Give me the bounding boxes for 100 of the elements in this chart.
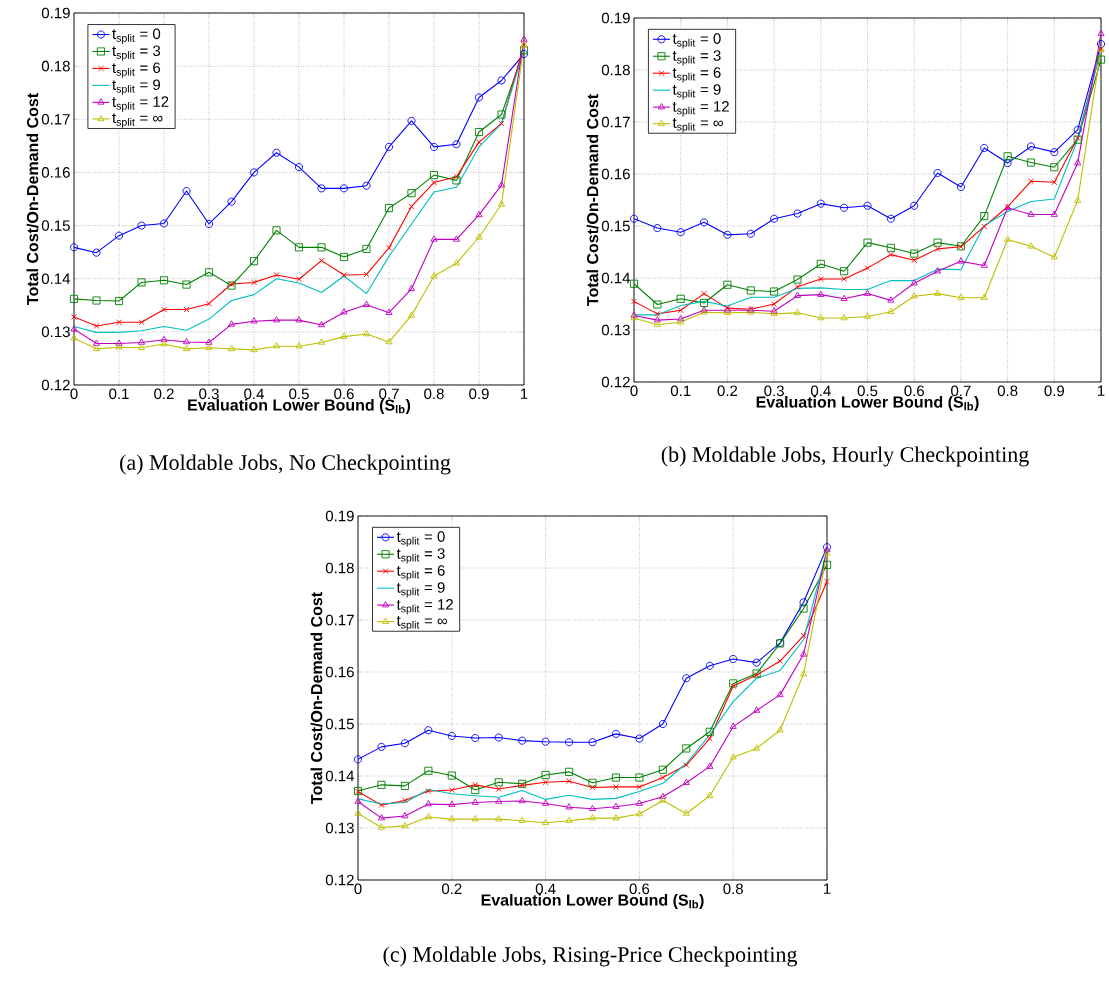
point: [116, 319, 122, 326]
point: [386, 244, 392, 251]
point: [159, 219, 169, 228]
y-tick-label: 0.15: [41, 220, 70, 231]
point: [92, 339, 101, 346]
point: [729, 679, 738, 688]
y-axis-title: Total Cost/On-Demand Cost: [310, 592, 323, 804]
point: [317, 320, 326, 328]
point: [272, 316, 281, 323]
point: [161, 306, 167, 313]
text: (c) Moldable Jobs, Rising-Price Checkpointing: [383, 946, 798, 967]
point: [793, 308, 802, 316]
x-tick-label: 0.2: [717, 385, 738, 397]
point: [474, 127, 484, 137]
point: [385, 337, 393, 345]
point: [385, 308, 393, 315]
point: [452, 259, 461, 266]
legend-label: t$_{split}$ = 3: [396, 548, 445, 564]
point: [980, 261, 988, 268]
point: [362, 181, 371, 190]
point: [776, 726, 784, 733]
point: [863, 289, 872, 296]
point: [429, 171, 439, 180]
point: [182, 186, 191, 196]
point: [1097, 29, 1105, 36]
point: [425, 788, 432, 795]
legend-label: t$_{split}$ = 12: [672, 101, 729, 117]
point: [1027, 242, 1035, 249]
point: [182, 344, 191, 352]
point: [471, 734, 480, 743]
point: [840, 267, 849, 276]
point: [424, 766, 433, 775]
point: [71, 313, 77, 320]
point: [887, 307, 895, 315]
point: [588, 814, 597, 821]
point: [407, 116, 416, 125]
point: [635, 734, 644, 743]
point: [823, 549, 831, 556]
x-tick-label: 0.7: [379, 388, 399, 400]
y-tick-label: 0.12: [325, 874, 354, 886]
point: [840, 314, 848, 321]
point: [588, 778, 597, 787]
point: [1074, 159, 1082, 166]
point: [746, 229, 755, 238]
point: [430, 272, 438, 279]
point: [676, 228, 685, 237]
point: [636, 783, 643, 790]
point: [471, 815, 479, 822]
x-tick-label: 0.6: [334, 388, 354, 400]
point: [957, 293, 965, 300]
point: [339, 184, 349, 193]
legend-label: t$_{split}$ = 6: [112, 62, 161, 78]
legend-label: t$_{split}$ = 0: [396, 531, 445, 547]
legend-label: t$_{split}$ = 9: [672, 84, 721, 100]
point: [407, 189, 416, 198]
point: [933, 238, 942, 247]
x-tick-label: 0.3: [764, 385, 784, 397]
legend-label: t$_{split}$ = 9: [396, 582, 445, 598]
point: [494, 733, 503, 742]
point: [793, 291, 802, 298]
y-tick-label: 0.15: [325, 718, 354, 730]
legend-label: t$_{split}$ = ∞: [672, 118, 723, 133]
point: [863, 312, 872, 319]
point: [452, 140, 461, 149]
x-axis-title: Evaluation Lower Bound (S$_{lb}$): [481, 893, 704, 909]
y-tick-label: 0.18: [601, 64, 630, 76]
x-tick-label: 0.8: [997, 385, 1018, 397]
point: [654, 310, 661, 317]
y-tick-label: 0.14: [325, 770, 355, 782]
point: [317, 243, 326, 252]
legend-label: t$_{split}$ = 9: [112, 79, 161, 95]
point: [294, 163, 304, 172]
point: [250, 317, 258, 324]
point: [137, 278, 146, 287]
point: [1004, 235, 1012, 242]
y-tick-label: 0.17: [601, 116, 630, 128]
point: [159, 276, 169, 285]
point: [777, 658, 784, 665]
point: [273, 272, 280, 278]
point: [249, 257, 259, 266]
point: [354, 809, 362, 816]
point: [92, 344, 101, 352]
point: [542, 799, 550, 806]
point: [205, 338, 213, 345]
point: [588, 738, 597, 747]
point: [799, 604, 808, 613]
point: [653, 316, 661, 323]
point: [115, 343, 123, 350]
point: [565, 816, 573, 823]
x-tick-label: 0.1: [109, 388, 129, 400]
point: [70, 334, 78, 341]
point: [497, 181, 506, 188]
point: [659, 792, 667, 800]
point: [1073, 125, 1082, 134]
point: [448, 800, 456, 807]
point: [629, 214, 639, 223]
point: [705, 727, 714, 736]
point: [817, 276, 824, 283]
point: [565, 767, 574, 776]
point: [980, 212, 989, 221]
